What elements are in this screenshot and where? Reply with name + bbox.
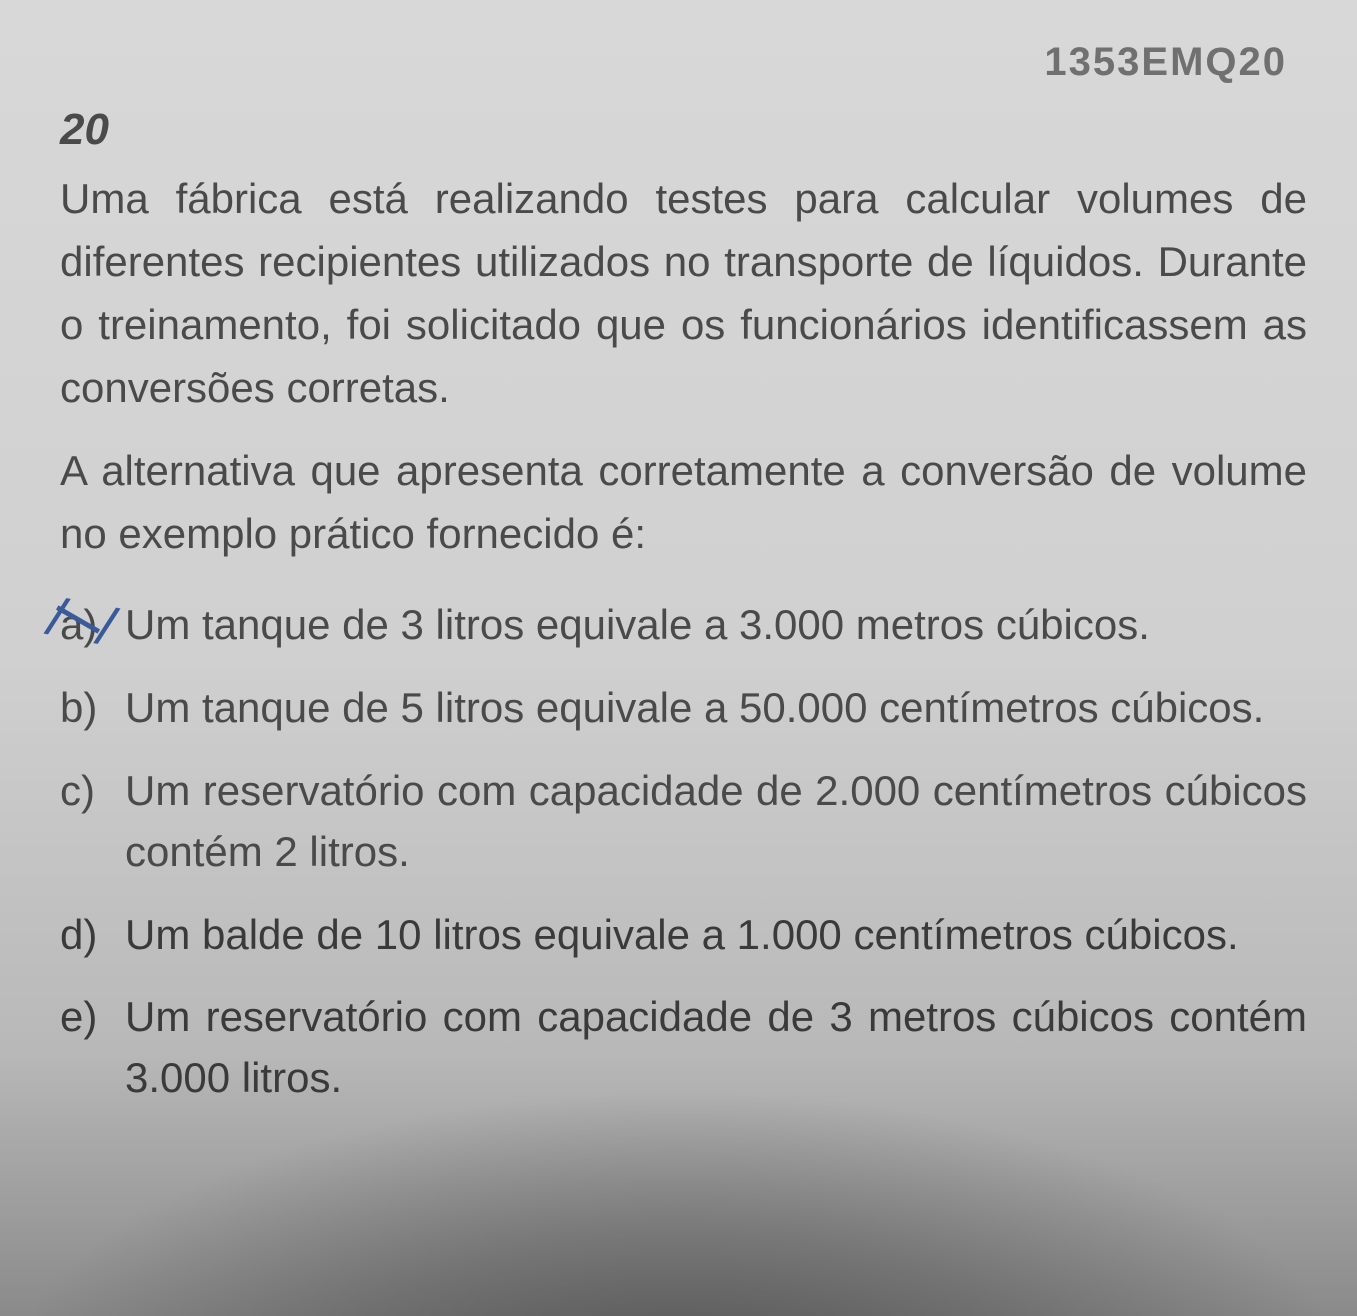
options-list: a) Um tanque de 3 litros equivale a 3.00… xyxy=(60,595,1307,1109)
option-letter: e) xyxy=(60,987,125,1048)
option-letter: b) xyxy=(60,678,125,739)
option-c: c) Um reservatório com capacidade de 2.0… xyxy=(60,761,1307,883)
option-letter: a) xyxy=(60,595,125,656)
option-text: Um tanque de 5 litros equivale a 50.000 … xyxy=(125,678,1307,739)
option-d: d) Um balde de 10 litros equivale a 1.00… xyxy=(60,905,1307,966)
option-letter: d) xyxy=(60,905,125,966)
option-letter: c) xyxy=(60,761,125,822)
option-text: Um balde de 10 litros equivale a 1.000 c… xyxy=(125,905,1307,966)
question-body: Uma fábrica está realizando testes para … xyxy=(60,167,1307,419)
question-number: 20 xyxy=(60,105,1307,155)
option-b: b) Um tanque de 5 litros equivale a 50.0… xyxy=(60,678,1307,739)
option-text: Um tanque de 3 litros equivale a 3.000 m… xyxy=(125,595,1307,656)
option-e: e) Um reservatório com capacidade de 3 m… xyxy=(60,987,1307,1109)
question-prompt: A alternativa que apresenta corretamente… xyxy=(60,439,1307,565)
question-code: 1353EMQ20 xyxy=(1044,40,1287,85)
option-text: Um reservatório com capacidade de 2.000 … xyxy=(125,761,1307,883)
option-text: Um reservatório com capacidade de 3 metr… xyxy=(125,987,1307,1109)
option-a: a) Um tanque de 3 litros equivale a 3.00… xyxy=(60,595,1307,656)
